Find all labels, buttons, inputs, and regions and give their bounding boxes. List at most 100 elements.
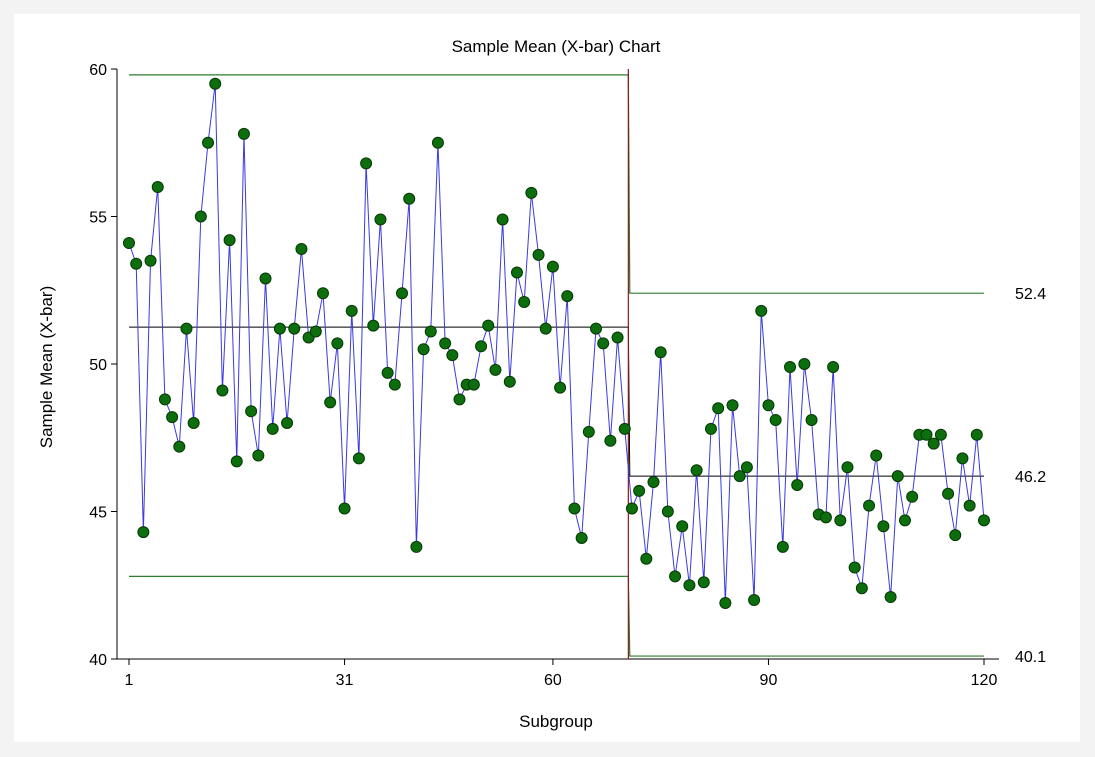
data-point <box>467 378 480 391</box>
data-point <box>510 266 523 279</box>
ucl-line <box>129 74 984 294</box>
data-point <box>546 260 559 273</box>
y-tick-label: 50 <box>89 357 107 374</box>
y-tick-label: 55 <box>89 210 107 227</box>
data-point <box>367 319 380 332</box>
data-point <box>784 360 797 373</box>
data-point <box>906 490 919 503</box>
data-point <box>697 576 710 589</box>
data-point <box>496 213 509 226</box>
x-tick-label: 60 <box>544 672 562 689</box>
x-tick-label: 90 <box>760 672 778 689</box>
data-point <box>259 272 272 285</box>
data-point <box>338 502 351 515</box>
xbar-chart: Sample Mean (X-bar) Chart Subgroup Sampl… <box>37 37 1046 731</box>
series-line <box>128 83 985 603</box>
data-point <box>180 322 193 335</box>
data-point <box>554 381 567 394</box>
data-point <box>439 337 452 350</box>
data-point <box>166 411 179 424</box>
data-point <box>704 422 717 435</box>
data-point <box>503 375 516 388</box>
data-point <box>740 461 753 474</box>
data-point <box>273 322 286 335</box>
data-point <box>403 192 416 205</box>
x-tick-label: 1 <box>125 672 134 689</box>
data-point <box>597 337 610 350</box>
data-point <box>776 540 789 553</box>
data-point <box>877 520 890 533</box>
data-point <box>252 449 265 462</box>
data-point <box>137 526 150 539</box>
data-point <box>453 393 466 406</box>
data-point <box>891 470 904 483</box>
data-point <box>352 452 365 465</box>
data-point <box>309 325 322 338</box>
data-point <box>841 461 854 474</box>
data-point <box>123 237 135 250</box>
data-point <box>848 561 861 574</box>
data-point <box>489 363 502 376</box>
lcl-label: 40.1 <box>1015 649 1046 666</box>
data-point <box>130 257 143 270</box>
plot-area: 40 45 50 55 60 1 31 60 90 120 52.4 46.2 40.1 <box>89 62 1046 689</box>
data-point <box>482 319 495 332</box>
data-point <box>949 529 962 542</box>
data-point <box>712 402 725 415</box>
chart-panel: Sample Mean (X-bar) Chart Subgroup Sampl… <box>14 14 1080 742</box>
data-point <box>827 360 840 373</box>
data-point <box>970 428 983 441</box>
data-point <box>187 417 200 429</box>
data-point <box>288 322 301 335</box>
data-point <box>927 437 940 450</box>
data-point <box>898 514 911 527</box>
data-point <box>245 405 258 418</box>
lcl-line <box>129 575 984 657</box>
data-point <box>963 499 976 512</box>
data-point <box>381 366 394 379</box>
data-point <box>331 337 344 350</box>
data-point <box>388 378 401 391</box>
data-point <box>669 570 682 583</box>
data-point <box>647 476 660 488</box>
data-point <box>582 425 595 438</box>
data-point <box>604 434 617 447</box>
data-point <box>819 511 832 524</box>
data-point <box>410 540 423 553</box>
data-point <box>884 591 897 604</box>
data-point <box>611 331 624 344</box>
data-point <box>834 514 847 527</box>
data-point <box>690 464 703 477</box>
data-point <box>223 234 236 247</box>
data-point <box>661 505 674 518</box>
data-point <box>978 514 990 527</box>
data-point <box>683 579 696 592</box>
data-point <box>863 499 876 512</box>
data-point <box>151 181 164 193</box>
data-point <box>475 340 488 353</box>
data-point <box>266 422 279 435</box>
data-point <box>324 396 337 409</box>
data-point <box>625 502 638 515</box>
data-point <box>539 322 552 335</box>
x-axis-label: Subgroup <box>519 712 593 731</box>
center-label: 46.2 <box>1015 469 1046 486</box>
data-point <box>934 428 947 441</box>
y-tick-label: 40 <box>89 652 107 669</box>
data-point <box>518 296 531 309</box>
data-point <box>654 346 667 359</box>
data-point <box>237 127 250 140</box>
y-tick-label: 45 <box>89 505 107 522</box>
data-point <box>805 414 818 427</box>
y-axis-label: Sample Mean (X-bar) <box>37 286 56 449</box>
ucl-label: 52.4 <box>1015 286 1046 303</box>
data-point <box>561 290 574 303</box>
data-point <box>194 210 207 223</box>
data-point <box>855 582 868 595</box>
chart-title: Sample Mean (X-bar) Chart <box>452 37 661 56</box>
data-point <box>942 487 955 500</box>
data-point <box>726 399 739 412</box>
data-point <box>798 358 811 370</box>
data-point <box>733 470 746 483</box>
data-point <box>424 325 437 338</box>
